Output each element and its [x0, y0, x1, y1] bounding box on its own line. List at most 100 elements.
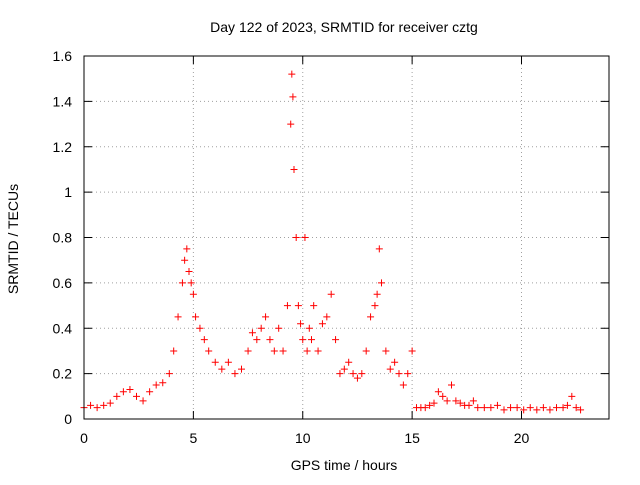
data-point [526, 404, 534, 412]
data-point [289, 93, 297, 101]
data-point [301, 234, 309, 241]
y-tick-label: 0.4 [53, 320, 73, 336]
data-point [507, 404, 515, 412]
data-point [500, 406, 508, 414]
data-point [452, 397, 460, 405]
data-point [200, 336, 208, 344]
data-point [152, 381, 160, 389]
data-point [358, 370, 366, 378]
data-point [546, 406, 554, 414]
data-point [577, 406, 585, 414]
data-point [100, 401, 108, 409]
y-axis-label: SRMTID / TECUs [5, 184, 21, 294]
data-point [375, 245, 383, 253]
data-point [244, 347, 252, 355]
data-point [287, 120, 295, 128]
data-point [563, 401, 571, 409]
data-point [196, 324, 204, 332]
data-point [183, 245, 191, 253]
data-point [362, 347, 370, 355]
data-point [474, 404, 482, 412]
grid-lines [84, 56, 609, 419]
data-point [178, 279, 186, 287]
data-point [456, 399, 464, 407]
data-point [181, 256, 189, 264]
chart-title: Day 122 of 2023, SRMTID for receiver czt… [210, 19, 478, 35]
x-tick-label: 20 [514, 430, 530, 446]
data-point [288, 70, 296, 78]
data-point [292, 234, 300, 241]
data-point [187, 279, 195, 287]
data-point [238, 365, 245, 373]
data-point [391, 358, 399, 366]
data-point [323, 313, 331, 321]
data-point [257, 324, 265, 332]
data-point [303, 347, 311, 355]
data-points [80, 70, 585, 414]
y-tick-label: 0.8 [53, 230, 73, 246]
data-point [480, 404, 488, 412]
data-point [513, 404, 521, 412]
data-point [253, 336, 261, 344]
data-point [572, 404, 580, 412]
x-tick-label: 5 [189, 430, 197, 446]
data-point [448, 381, 455, 389]
data-point [305, 324, 313, 332]
data-point [113, 392, 121, 400]
data-point [310, 302, 318, 310]
x-tick-label: 0 [80, 430, 88, 446]
data-point [308, 336, 315, 344]
data-point [146, 388, 154, 396]
y-tick-label: 1.2 [53, 139, 73, 155]
data-point [378, 279, 385, 287]
data-point [487, 404, 495, 412]
data-point [426, 401, 434, 409]
x-tick-label: 10 [295, 430, 311, 446]
data-point [349, 370, 357, 378]
data-point [469, 397, 477, 405]
data-point [231, 370, 239, 378]
data-point [539, 404, 547, 412]
data-point [299, 336, 307, 344]
data-point [218, 365, 226, 373]
data-point [434, 388, 442, 396]
data-point [283, 302, 291, 310]
data-point [133, 392, 140, 400]
data-point [224, 358, 232, 366]
y-tick-label: 1 [64, 184, 72, 200]
data-point [170, 347, 178, 355]
data-point [373, 290, 381, 298]
y-tick-label: 1.4 [53, 93, 73, 109]
data-point [270, 347, 278, 355]
data-point [439, 392, 447, 400]
data-point [559, 404, 567, 412]
data-point [211, 358, 219, 366]
y-tick-label: 0 [64, 411, 72, 427]
x-tick-label: 15 [404, 430, 420, 446]
data-point [314, 347, 322, 355]
data-point [421, 404, 429, 412]
y-tick-labels: 0 0.2 0.4 0.6 0.8 1 1.2 1.4 1.6 [53, 48, 73, 427]
data-point [327, 290, 335, 298]
x-tick-labels: 0 5 10 15 20 [80, 430, 529, 446]
data-point [126, 386, 134, 394]
data-point [93, 404, 101, 412]
data-point [279, 347, 287, 355]
data-point [275, 324, 283, 332]
data-point [106, 399, 114, 407]
data-point [443, 397, 451, 405]
y-tick-label: 0.6 [53, 275, 73, 291]
data-point [189, 290, 197, 298]
data-point [408, 347, 416, 355]
y-tick-label: 0.2 [53, 366, 73, 382]
data-point [159, 379, 167, 387]
data-point [386, 365, 394, 373]
data-point [119, 388, 127, 396]
data-point [533, 406, 541, 414]
data-point [520, 406, 528, 414]
data-point [332, 336, 340, 344]
data-point [493, 401, 501, 409]
